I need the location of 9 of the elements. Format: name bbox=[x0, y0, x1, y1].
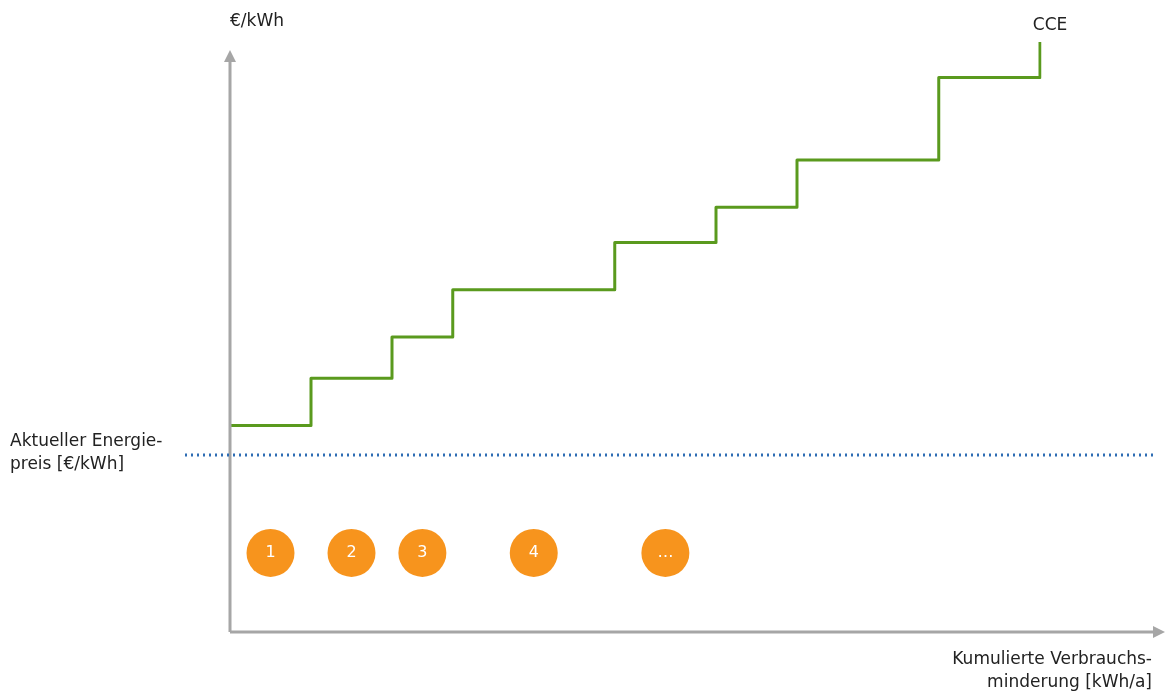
annotation: 1 bbox=[265, 542, 276, 562]
x-axis-title: Kumulierte Verbrauchs- minderung [kWh/a] bbox=[952, 648, 1152, 691]
annotation: 3 bbox=[417, 542, 428, 562]
ref-line-label: Aktueller Energie- preis [€/kWh] bbox=[10, 430, 163, 474]
y-axis-title: €/kWh bbox=[230, 10, 284, 31]
annotation: 4 bbox=[528, 542, 539, 562]
annotation: … bbox=[657, 542, 674, 562]
annotation: 2 bbox=[346, 542, 357, 562]
series-label: CCE bbox=[1032, 14, 1068, 35]
